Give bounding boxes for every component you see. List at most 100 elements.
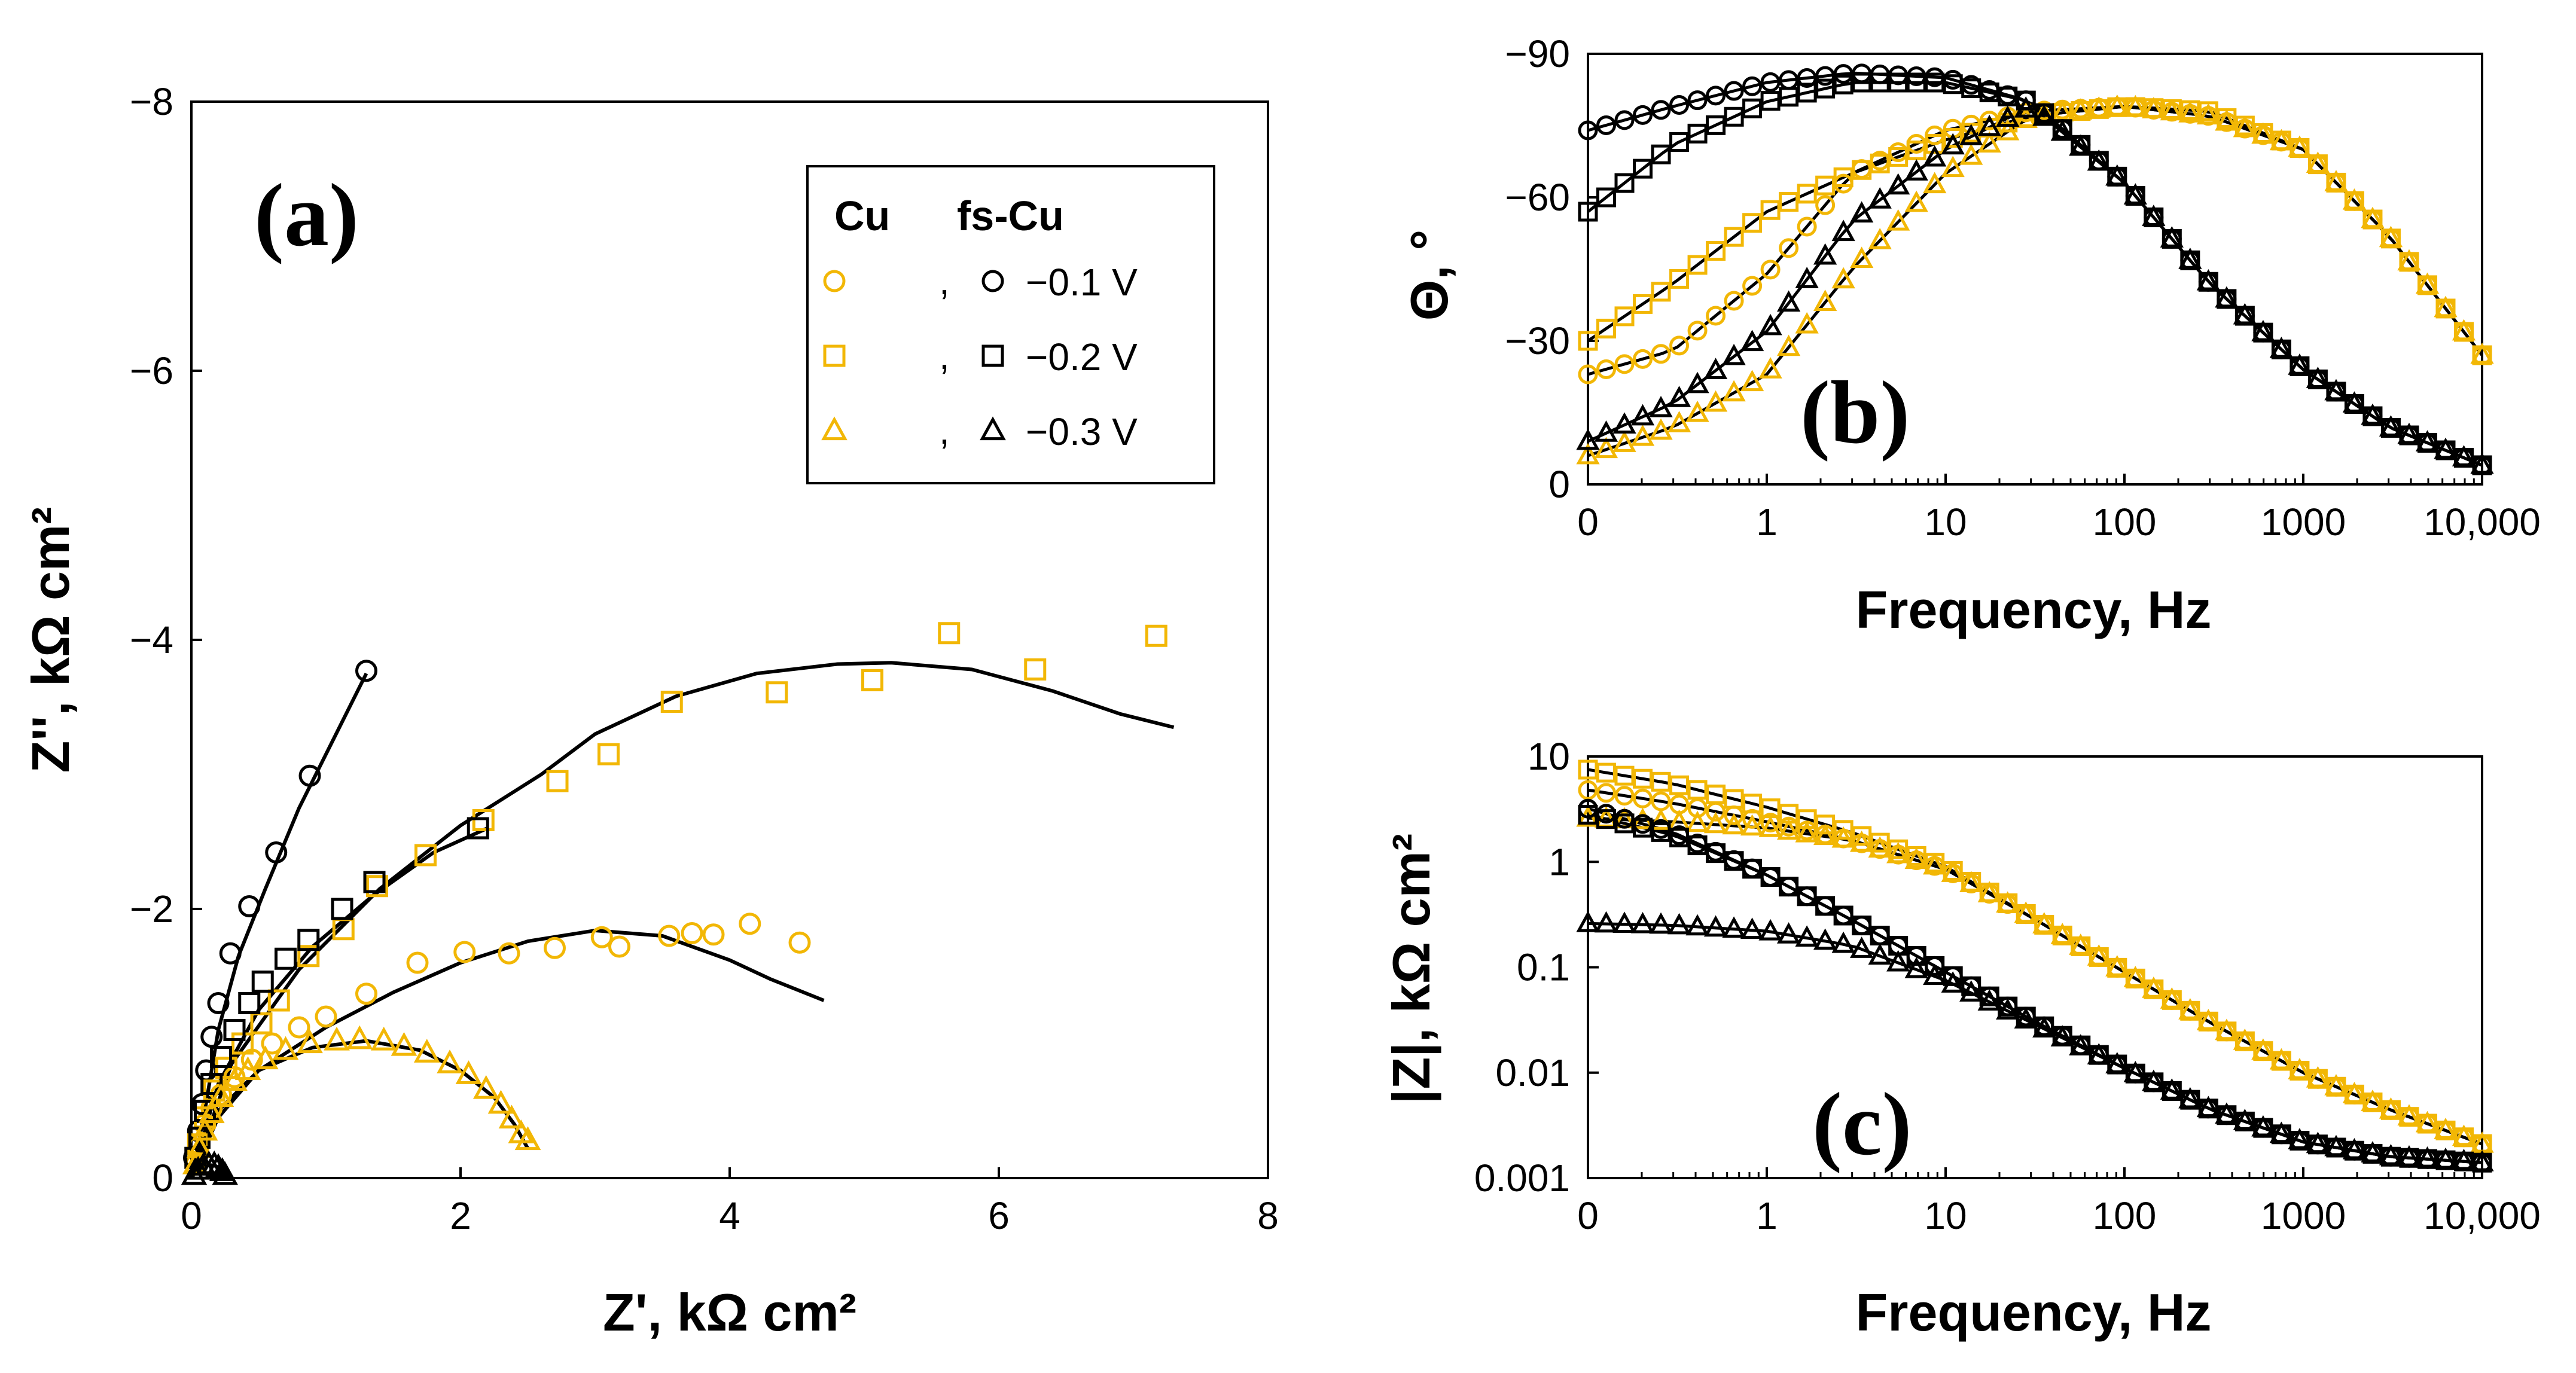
triangle-marker [297,1029,323,1054]
triangle-marker [1868,836,1892,858]
triangle-marker [2397,1145,2421,1167]
square-marker [1742,794,1763,814]
triangle-marker [1831,219,1855,242]
triangle-marker [2215,109,2239,131]
square-marker [1943,74,1963,94]
circle-marker [1833,64,1853,84]
circle-marker [1596,115,1617,135]
triangle-marker [2306,1131,2330,1154]
triangle-marker [498,1104,525,1129]
triangle-marker [1594,911,1618,933]
square-marker [1578,759,1598,780]
square-marker [1669,269,1690,289]
triangle-marker [1758,357,1782,379]
triangle-marker [2361,1141,2385,1163]
square-marker [1888,147,1909,167]
plot-frame [1587,755,2483,1179]
legend-header-fscu: fs-Cu [957,193,1064,239]
legend-box [806,165,1215,484]
x-axis-label: Frequency, Hz [1856,580,2212,639]
circle-marker [238,895,261,917]
phase-angle-plot-panel: 0 1 10 100 1000 10,000 0 −30 −60 −90 (b) Frequenc… [1400,32,2541,639]
circle-marker [1633,349,1653,369]
x-tick-label: 1000 [2261,1194,2346,1237]
y-tick-label: −6 [130,349,173,392]
square-marker [1797,184,1817,204]
triangle-marker [2452,1148,2476,1170]
triangle-marker [1904,847,1928,869]
triangle-marker [1740,814,1764,836]
triangle-marker [272,1036,299,1060]
legend-cu-circle-marker [823,270,846,292]
triangle-marker [1959,124,1983,145]
square-marker [1760,866,1781,887]
triangle-marker [413,1039,440,1063]
square-marker [1706,784,1726,804]
legend-fscu-circle-marker [981,270,1004,292]
legend-cu-square-marker [823,344,846,367]
triangle-marker [1886,209,1910,231]
square-marker [238,992,261,1014]
triangle-marker [2050,1025,2074,1046]
triangle-marker [1630,911,1655,933]
circle-marker [1760,813,1781,833]
panel-label: (c) [1812,1075,1912,1174]
square-marker [1925,72,1945,93]
triangle-marker [2123,183,2147,205]
square-marker [1724,789,1744,809]
circle-marker [1815,66,1836,86]
triangle-marker [2379,1097,2403,1119]
x-tick-label: 10 [1924,1194,1967,1237]
triangle-marker [2215,1018,2239,1041]
circle-marker [1779,238,1799,258]
data-markers [1576,63,2494,475]
square-marker [1742,213,1763,233]
circle-marker [544,936,566,959]
triangle-marker [2324,170,2348,191]
x-tick-label: 1 [1756,1194,1778,1237]
circle-marker [590,926,613,948]
axis-ticks: 0 2 4 6 8 0 −2 −4 −6 −8 [130,80,1279,1237]
legend-entry-label: −0.2 V [1026,335,1138,379]
triangle-marker [1722,343,1746,365]
square-marker [1596,318,1617,338]
triangle-marker [208,1083,234,1107]
triangle-marker [2014,1007,2038,1029]
y-tick-label: −60 [1505,176,1570,219]
triangle-marker [514,1126,541,1151]
triangle-marker [1740,917,1764,939]
circle-marker [1779,816,1799,837]
square-marker [1614,173,1635,193]
square-marker [1596,762,1617,783]
triangle-marker [2269,336,2294,358]
circle-marker [739,913,761,935]
triangle-marker [2014,106,2038,129]
circle-marker [681,922,703,944]
x-tick-label: 1 [1756,501,1778,544]
triangle-marker [2434,295,2458,318]
triangle-marker [191,1116,218,1141]
square-marker [223,1019,246,1041]
legend-separator: , [939,334,950,377]
square-marker [363,871,386,893]
square-marker [1833,905,1853,926]
square-marker [1852,916,1872,936]
triangle-marker [2415,430,2440,451]
triangle-marker [1722,916,1746,938]
triangle-marker [1630,404,1655,426]
square-marker [1578,331,1598,351]
triangle-marker [2105,164,2129,186]
triangle-marker [2269,1048,2294,1070]
triangle-marker [2215,1102,2239,1124]
circle-marker [315,1005,337,1028]
square-marker [1687,255,1708,275]
triangle-marker [1868,187,1892,209]
square-marker [1833,74,1853,94]
fit-line [1587,105,2483,376]
triangle-marker [1886,173,1910,195]
square-marker [1779,192,1799,212]
triangle-marker [2032,1016,2056,1038]
triangle-marker [2032,912,2056,933]
square-marker [1797,886,1817,907]
triangle-marker [2050,119,2074,141]
